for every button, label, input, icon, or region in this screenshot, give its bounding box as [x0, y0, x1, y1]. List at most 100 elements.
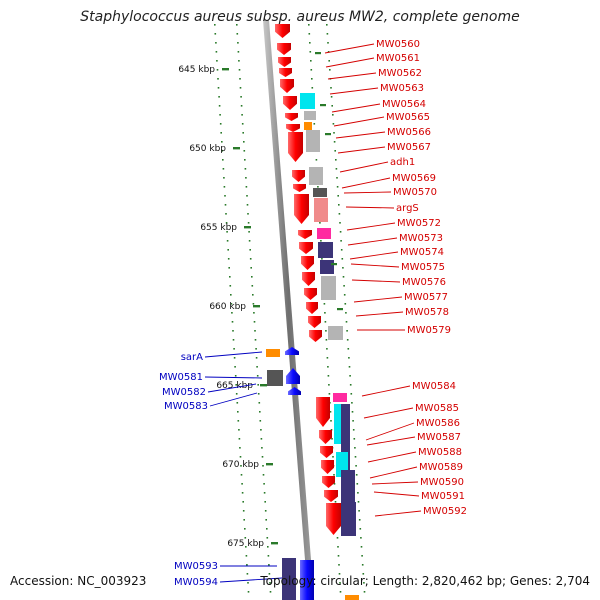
ruler-dot	[264, 510, 267, 512]
ruler-dot	[246, 195, 248, 197]
ruler-dot	[317, 186, 319, 188]
forward-gene-label: MW0573	[399, 233, 443, 244]
feature-box	[345, 595, 359, 600]
reverse-gene-label: MW0593	[174, 561, 218, 572]
ruler-dot	[349, 375, 351, 377]
forward-gene-leader	[324, 43, 375, 54]
ruler-dot	[343, 285, 345, 287]
forward-gene-arrow	[294, 194, 309, 224]
ruler-dot	[342, 276, 345, 278]
ruler-dot	[219, 123, 222, 125]
ruler-dot	[227, 258, 230, 260]
ruler-dot	[324, 321, 327, 323]
ruler-dot	[269, 582, 271, 584]
ruler-tick	[222, 68, 229, 71]
forward-gene-label: MW0576	[402, 277, 446, 288]
ruler-dot	[242, 501, 244, 503]
forward-gene-arrow	[279, 68, 292, 77]
ruler-dot	[259, 411, 261, 413]
forward-gene-arrow	[326, 503, 341, 535]
feature-box	[341, 404, 350, 499]
forward-gene-leader	[365, 422, 415, 441]
ruler-dot	[219, 114, 221, 116]
feature-box	[318, 242, 333, 258]
feature-box	[333, 393, 347, 402]
ruler-dot	[244, 159, 246, 161]
ruler-tick-label: 675 kbp	[227, 539, 264, 549]
forward-gene-label: MW0586	[416, 418, 460, 429]
forward-gene-arrow	[304, 288, 317, 300]
ruler-dot	[344, 303, 347, 305]
minor-tick	[320, 104, 326, 107]
ruler-dot	[247, 222, 250, 224]
ruler-dot	[216, 60, 218, 62]
ruler-dot	[238, 60, 240, 62]
forward-gene-arrow	[277, 43, 291, 55]
forward-gene-label: MW0563	[380, 83, 424, 94]
ruler-dot	[357, 501, 360, 503]
forward-gene-leader	[335, 131, 386, 139]
ruler-dot	[339, 231, 342, 233]
ruler-dot	[358, 519, 361, 521]
topology-label: Topology: circular; Length: 2,820,462 bp…	[260, 574, 590, 588]
forward-gene-label: MW0564	[382, 99, 426, 110]
ruler-dot	[229, 276, 231, 278]
ruler-dot	[319, 222, 321, 224]
forward-gene-leader	[355, 311, 404, 317]
reverse-gene-label: MW0594	[174, 577, 218, 588]
feature-box	[313, 188, 327, 197]
ruler-dot	[225, 222, 228, 224]
ruler-dot	[261, 447, 263, 449]
forward-gene-label: MW0588	[418, 447, 462, 458]
ruler-tick	[266, 463, 273, 466]
ruler-dot	[361, 564, 364, 566]
ruler-dot	[327, 51, 330, 53]
ruler-dot	[310, 60, 312, 62]
ruler-dot	[332, 123, 335, 125]
ruler-dot	[329, 69, 331, 71]
feature-box	[328, 326, 343, 340]
ruler-dot	[221, 141, 223, 143]
ruler-dot	[215, 42, 217, 44]
ruler-dot	[237, 42, 239, 44]
ruler-dot	[263, 492, 266, 494]
ruler-dot	[335, 168, 338, 170]
feature-box	[282, 558, 296, 600]
ruler-dot	[327, 375, 330, 377]
gene-labels-layer: MW0560 MW0561 MW0562 MW0563 MW0564 MW0565 MW05…	[159, 39, 467, 588]
ruler-dot	[265, 519, 267, 521]
ruler-dot	[245, 555, 248, 557]
ruler-dot	[334, 150, 336, 152]
forward-gene-arrow	[278, 57, 291, 67]
ruler-dot	[345, 312, 347, 314]
forward-gene-arrow	[319, 430, 332, 444]
ruler-dot	[246, 564, 248, 566]
ruler-dot	[236, 24, 238, 26]
ruler-dot	[328, 384, 330, 386]
minor-tick	[315, 52, 321, 55]
ruler-dot	[252, 294, 254, 296]
ruler-dot	[222, 159, 224, 161]
ruler-dot	[232, 339, 235, 341]
forward-gene-label: MW0561	[376, 53, 420, 64]
ruler-dot	[231, 321, 234, 323]
forward-gene-leader	[327, 72, 377, 80]
ruler-dot	[249, 258, 252, 260]
ruler-dot	[325, 339, 328, 341]
reverse-gene-leader	[204, 376, 263, 379]
forward-gene-arrow	[286, 124, 300, 132]
gene-arrows-layer	[275, 24, 341, 600]
ruler-dot	[359, 528, 362, 530]
forward-gene-label: MW0575	[401, 262, 445, 273]
ruler-dot	[254, 330, 256, 332]
ruler-dot	[351, 411, 354, 413]
ruler-dot	[244, 168, 247, 170]
ruler-dot	[266, 537, 269, 539]
ruler-dot	[234, 366, 236, 368]
ruler-dot	[260, 429, 262, 431]
forward-gene-label: argS	[396, 203, 419, 214]
forward-gene-label: MW0590	[420, 477, 464, 488]
ruler-dot	[330, 420, 332, 422]
